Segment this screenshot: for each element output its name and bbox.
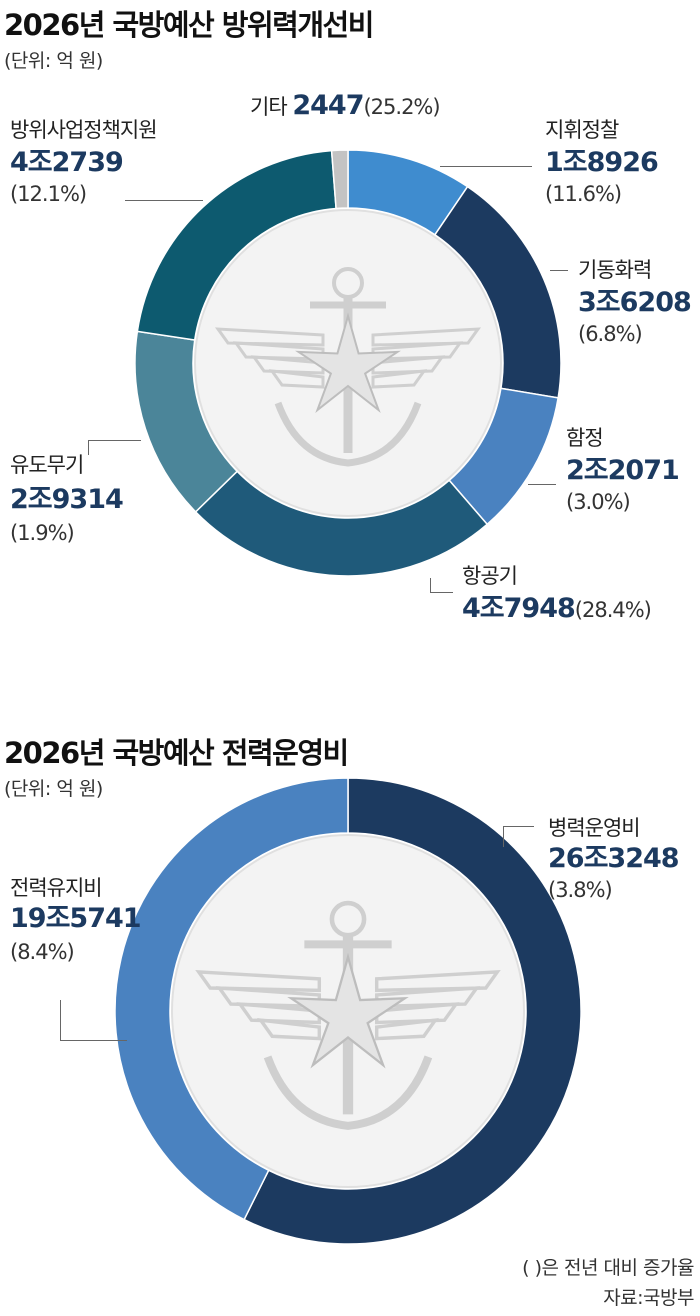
label-command-recon: 지휘정찰 1조8926 (11.6%) xyxy=(545,118,659,206)
leader-line xyxy=(60,1000,127,1041)
emblem-icon xyxy=(171,834,525,1188)
leader-line xyxy=(528,484,556,485)
label-maneuver-firepower: 기동화력 3조6208 (6.8%) xyxy=(578,258,692,346)
emblem-icon xyxy=(194,209,502,517)
label-guided-weapons: 유도무기 2조9314 (1.9%) xyxy=(10,453,124,545)
chart1-donut xyxy=(134,149,562,577)
footnote: ( )은 전년 대비 증가율 xyxy=(522,1257,694,1279)
leader-line xyxy=(503,826,534,847)
slice-병력운영비 xyxy=(243,777,582,1245)
leader-line xyxy=(550,270,568,271)
leader-line xyxy=(88,440,141,455)
source: 자료:국방부 xyxy=(603,1287,694,1309)
slice-전력유지비 xyxy=(114,777,349,1221)
leader-line xyxy=(430,578,453,593)
label-aircraft: 항공기 4조7948(28.4%) xyxy=(462,564,652,624)
slice-기타 xyxy=(330,149,349,210)
chart1-unit: (단위: 억 원) xyxy=(4,50,103,72)
chart2-title: 2026년 국방예산 전력운영비 xyxy=(4,736,349,770)
label-naval-vessels: 함정 2조2071 (3.0%) xyxy=(566,426,680,514)
leader-line xyxy=(440,166,532,167)
label-etc: 기타 2447(25.2%) xyxy=(250,90,441,121)
label-maintenance: 전력유지비 19조5741 (8.4%) xyxy=(10,876,142,964)
label-acquisition-policy: 방위사업정책지원 4조2739 (12.1%) xyxy=(10,118,158,206)
chart1-title: 2026년 국방예산 방위력개선비 xyxy=(4,8,374,42)
chart2-unit: (단위: 억 원) xyxy=(4,778,103,800)
leader-line xyxy=(125,200,203,201)
label-personnel: 병력운영비 26조3248 (3.8%) xyxy=(548,816,680,902)
